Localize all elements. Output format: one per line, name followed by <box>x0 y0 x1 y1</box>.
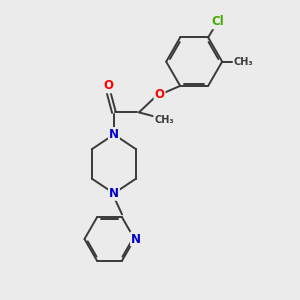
Text: CH₃: CH₃ <box>154 115 174 125</box>
Text: N: N <box>131 232 141 245</box>
Text: CH₃: CH₃ <box>233 57 253 67</box>
Text: N: N <box>109 128 119 141</box>
Text: O: O <box>154 88 165 101</box>
Text: N: N <box>109 187 119 200</box>
Text: Cl: Cl <box>212 15 224 28</box>
Text: O: O <box>103 80 113 92</box>
